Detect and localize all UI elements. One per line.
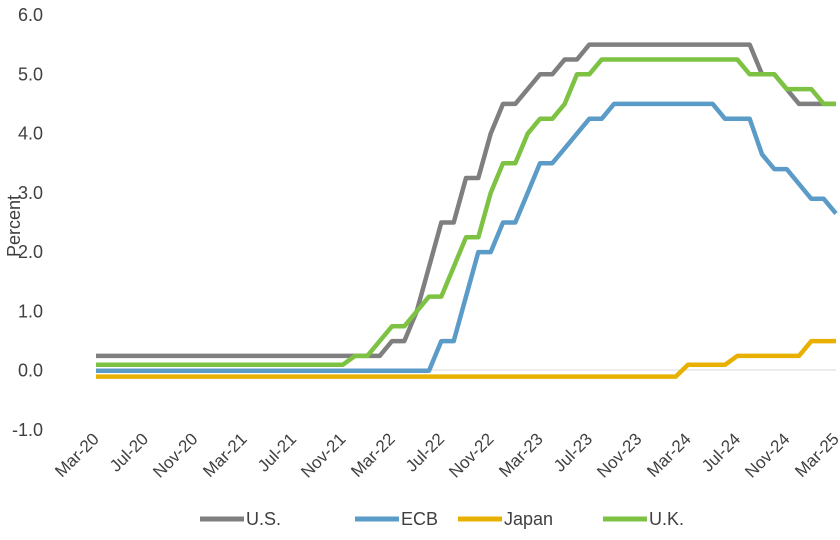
x-tick-label: Jul-20 (106, 429, 152, 475)
y-axis-ticks: -1.0 0.0 1.0 2.0 3.0 4.0 5.0 6.0 (12, 5, 43, 440)
y-tick-label: 4.0 (18, 124, 43, 144)
y-tick-label: 5.0 (18, 64, 43, 84)
x-tick-label: Nov-20 (149, 429, 201, 481)
legend-label: U.K. (649, 509, 684, 529)
x-tick-label: Mar-25 (791, 429, 840, 481)
y-tick-label: 6.0 (18, 5, 43, 25)
x-tick-label: Mar-22 (347, 429, 399, 481)
y-tick-label: 1.0 (18, 301, 43, 321)
series-line-us (96, 42, 836, 359)
x-tick-label: Mar-20 (51, 429, 103, 481)
x-tick-label: Nov-24 (741, 429, 793, 481)
legend-label: ECB (401, 509, 438, 529)
x-tick-label: Jul-23 (550, 429, 596, 475)
y-tick-label: 2.0 (18, 242, 43, 262)
legend-label: Japan (504, 509, 553, 529)
legend: U.S. ECB Japan U.K. (200, 509, 684, 529)
x-tick-label: Nov-23 (593, 429, 645, 481)
series-line-uk (96, 57, 836, 368)
y-tick-label: 0.0 (18, 361, 43, 381)
x-tick-label: Nov-22 (445, 429, 497, 481)
series-line-japan (96, 338, 836, 379)
x-tick-label: Nov-21 (297, 429, 349, 481)
series-lines (96, 42, 838, 379)
x-tick-label: Mar-21 (199, 429, 251, 481)
y-axis-label: Percent (4, 195, 24, 257)
series-line-ecb (96, 101, 838, 373)
y-tick-label: 3.0 (18, 183, 43, 203)
x-tick-label: Jul-21 (254, 429, 300, 475)
y-tick-label: -1.0 (12, 420, 43, 440)
legend-label: U.S. (246, 509, 281, 529)
x-tick-label: Jul-24 (698, 429, 744, 475)
x-tick-label: Mar-23 (495, 429, 547, 481)
x-tick-label: Mar-24 (643, 429, 695, 481)
x-tick-label: Jul-22 (402, 429, 448, 475)
